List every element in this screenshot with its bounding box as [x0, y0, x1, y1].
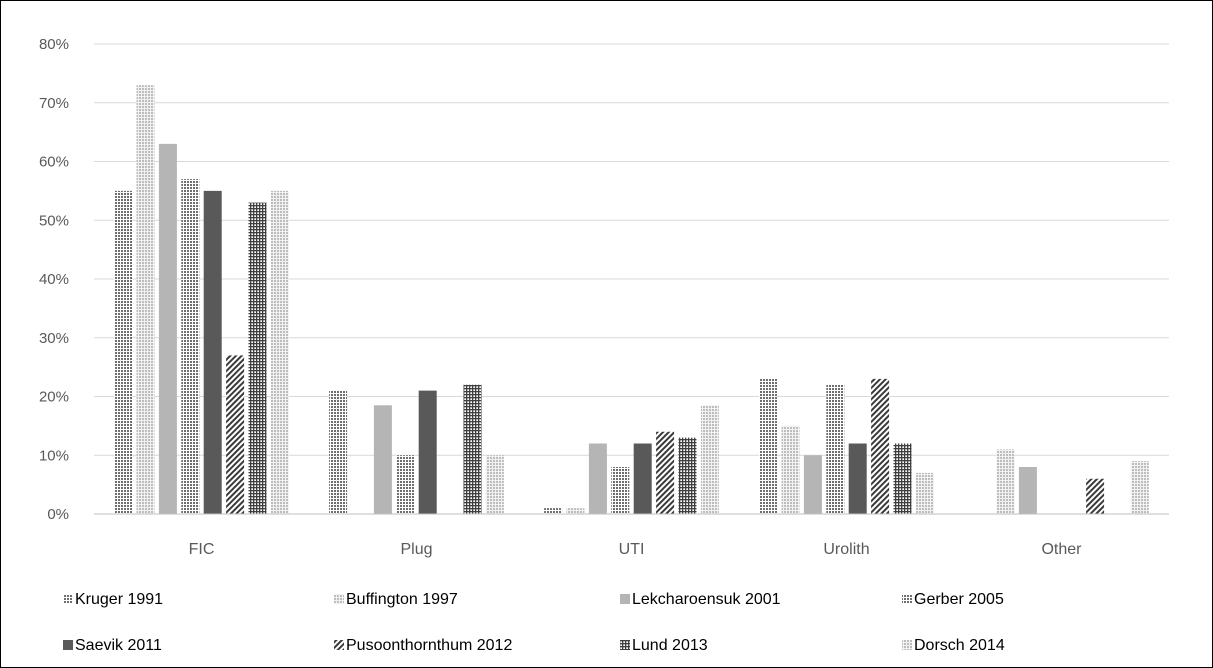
x-axis-category-labels: FIC Plug UTI Urolith Other [189, 541, 1083, 558]
y-tick-label: 40% [39, 271, 69, 288]
bar-urolith-saevik-2011 [848, 443, 867, 514]
legend-swatch-gerber-2005 [902, 594, 912, 604]
bar-urolith-dorsch-2014 [915, 472, 934, 514]
legend-label-gerber-2005: Gerber 2005 [914, 591, 1004, 608]
bar-plug-kruger-1991 [329, 390, 348, 514]
bar-urolith-buffington-1997 [781, 425, 800, 514]
legend-label-buffington-1997: Buffington 1997 [346, 591, 458, 608]
y-tick-label: 10% [39, 447, 69, 464]
bar-urolith-gerber-2005 [826, 384, 845, 514]
y-tick-label: 0% [47, 506, 69, 523]
bar-fic-gerber-2005 [181, 179, 200, 514]
bar-urolith-pusoonthornthum-2012 [871, 378, 890, 514]
bar-urolith-kruger-1991 [759, 378, 778, 514]
bar-fic-dorsch-2014 [270, 190, 289, 514]
bar-fic-buffington-1997 [136, 85, 155, 514]
y-tick-label: 20% [39, 389, 69, 406]
bar-other-pusoonthornthum-2012 [1086, 478, 1105, 514]
legend-swatch-kruger-1991 [63, 594, 73, 604]
legend-swatch-buffington-1997 [334, 594, 344, 604]
legend-swatch-lund-2013 [620, 640, 630, 650]
y-tick-label: 60% [39, 154, 69, 171]
legend-label-kruger-1991: Kruger 1991 [75, 591, 163, 608]
legend-label-dorsch-2014: Dorsch 2014 [914, 637, 1005, 654]
bar-other-buffington-1997 [996, 449, 1015, 514]
legend-swatch-saevik-2011 [63, 640, 73, 650]
x-category-label: Plug [400, 541, 432, 558]
y-tick-label: 80% [39, 36, 69, 53]
bar-fic-lund-2013 [248, 202, 267, 514]
bar-uti-buffington-1997 [566, 508, 585, 514]
legend-label-saevik-2011: Saevik 2011 [75, 637, 162, 654]
bar-uti-dorsch-2014 [700, 405, 719, 514]
bar-other-dorsch-2014 [1130, 461, 1149, 514]
legend-swatch-lekcharoensuk-2001 [620, 594, 630, 604]
bar-plug-dorsch-2014 [485, 455, 504, 514]
x-category-label: Urolith [823, 541, 869, 558]
bar-urolith-lund-2013 [893, 443, 912, 514]
y-tick-label: 70% [39, 95, 69, 112]
legend: Kruger 1991 Buffington 1997 Lekcharoensuk … [63, 591, 1005, 654]
legend-swatch-pusoonthornthum-2012 [334, 640, 344, 650]
legend-label-lekcharoensuk-2001: Lekcharoensuk 2001 [632, 591, 781, 608]
bar-fic-pusoonthornthum-2012 [226, 355, 245, 514]
bar-other-lekcharoensuk-2001 [1018, 467, 1037, 514]
bar-uti-gerber-2005 [611, 467, 630, 514]
bar-plug-gerber-2005 [396, 455, 415, 514]
bar-fic-lekcharoensuk-2001 [158, 143, 177, 514]
legend-label-pusoonthornthum-2012: Pusoonthornthum 2012 [346, 637, 512, 654]
legend-swatch-dorsch-2014 [902, 640, 912, 650]
y-tick-label: 30% [39, 330, 69, 347]
x-category-label: FIC [189, 541, 215, 558]
bar-uti-saevik-2011 [633, 443, 652, 514]
bar-plug-lund-2013 [463, 384, 482, 514]
bars [114, 85, 1149, 514]
legend-label-lund-2013: Lund 2013 [632, 637, 708, 654]
bar-urolith-lekcharoensuk-2001 [803, 455, 822, 514]
x-category-label: UTI [619, 541, 645, 558]
x-category-label: Other [1041, 541, 1082, 558]
bar-plug-saevik-2011 [418, 390, 437, 514]
bar-uti-pusoonthornthum-2012 [656, 431, 675, 514]
bar-uti-kruger-1991 [544, 508, 563, 514]
y-axis-tick-labels: 0% 10% 20% 30% 40% 50% 60% 70% 80% [39, 36, 69, 523]
bar-plug-lekcharoensuk-2001 [373, 405, 392, 514]
bar-fic-kruger-1991 [114, 190, 133, 514]
bar-uti-lekcharoensuk-2001 [588, 443, 607, 514]
bar-uti-lund-2013 [678, 437, 697, 514]
y-tick-label: 50% [39, 212, 69, 229]
bar-fic-saevik-2011 [203, 190, 222, 514]
